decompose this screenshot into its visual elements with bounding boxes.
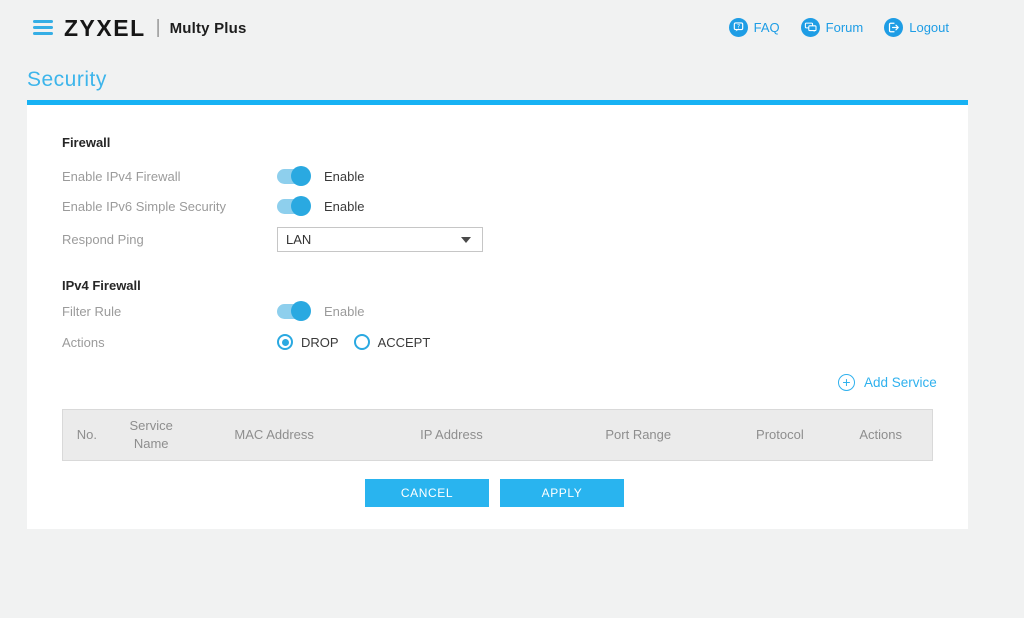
top-nav: ? FAQ Forum — [728, 18, 949, 37]
nav-item-logout[interactable]: Logout — [884, 18, 949, 37]
col-header-port-range: Port Range — [605, 427, 672, 443]
chevron-down-icon — [461, 236, 471, 243]
respond-ping-label: Respond Ping — [62, 231, 144, 247]
radio-icon-drop — [277, 334, 293, 350]
faq-icon: ? — [728, 18, 748, 37]
forum-icon — [800, 18, 820, 37]
col-header-no: No. — [76, 427, 97, 443]
radio-option-accept[interactable]: ACCEPT — [353, 334, 431, 350]
respond-ping-selected-value: LAN — [286, 231, 312, 247]
col-header-service-name: Service Name — [129, 418, 173, 451]
ipv4-firewall-toggle[interactable] — [277, 166, 311, 186]
apply-button[interactable]: APPLY — [500, 479, 624, 507]
ipv4-firewall-label: Enable IPv4 Firewall — [62, 168, 181, 184]
radio-icon-accept — [353, 334, 370, 350]
row-actions: Actions DROP ACCEPT — [62, 332, 445, 352]
toggle-knob — [291, 196, 311, 216]
row-filter-rule: Filter Rule Enable — [62, 301, 364, 321]
brand-separator: | — [155, 16, 161, 38]
filter-rule-toggle[interactable] — [277, 301, 311, 321]
nav-label-faq: FAQ — [753, 20, 780, 35]
respond-ping-select[interactable]: LAN — [277, 226, 483, 252]
service-table-header: No. Service Name MAC Address IP Address … — [62, 409, 933, 461]
firewall-row-ipv6: Enable IPv6 Simple Security Enable — [62, 196, 364, 216]
svg-text:?: ? — [737, 24, 740, 30]
radio-option-drop[interactable]: DROP — [277, 334, 339, 350]
add-service-label: Add Service — [864, 375, 937, 390]
firewall-row-respond-ping: Respond Ping LAN — [62, 226, 483, 252]
ipv4-firewall-state: Enable — [324, 168, 365, 184]
title-divider — [27, 100, 968, 105]
firewall-row-ipv4: Enable IPv4 Firewall Enable — [62, 166, 364, 186]
ipv6-security-state: Enable — [324, 198, 365, 214]
radio-label-drop: DROP — [301, 334, 339, 350]
plus-circle-icon: + — [838, 374, 855, 391]
col-header-mac-address: MAC Address — [234, 427, 314, 443]
ipv4-section-heading: IPv4 Firewall — [62, 278, 141, 293]
brand-name: ZYXEL — [64, 15, 146, 41]
ipv6-security-label: Enable IPv6 Simple Security — [62, 198, 227, 214]
nav-label-logout: Logout — [909, 20, 949, 35]
ipv6-security-toggle[interactable] — [277, 196, 311, 216]
page-title: Security — [27, 68, 107, 91]
nav-label-forum: Forum — [825, 20, 864, 35]
filter-rule-state: Enable — [324, 303, 365, 319]
nav-item-forum[interactable]: Forum — [800, 18, 864, 37]
nav-item-faq[interactable]: ? FAQ — [728, 18, 780, 37]
toggle-knob — [291, 166, 311, 186]
logout-icon — [884, 18, 904, 37]
col-header-protocol: Protocol — [756, 427, 804, 443]
col-header-actions: Actions — [859, 427, 902, 443]
cancel-button[interactable]: CANCEL — [365, 479, 489, 507]
add-service-button[interactable]: + Add Service — [838, 374, 937, 391]
toggle-knob — [291, 301, 311, 321]
top-bar: ZYXEL | Multy Plus ? FAQ — [0, 0, 1024, 58]
actions-label: Actions — [62, 334, 105, 350]
radio-label-accept: ACCEPT — [377, 334, 431, 350]
filter-rule-label: Filter Rule — [62, 303, 122, 319]
product-name: Multy Plus — [169, 20, 247, 37]
col-header-ip-address: IP Address — [420, 427, 483, 443]
menu-hamburger-icon[interactable] — [33, 20, 53, 35]
brand-logo: ZYXEL | Multy Plus — [64, 15, 247, 42]
firewall-section-heading: Firewall — [62, 135, 111, 150]
